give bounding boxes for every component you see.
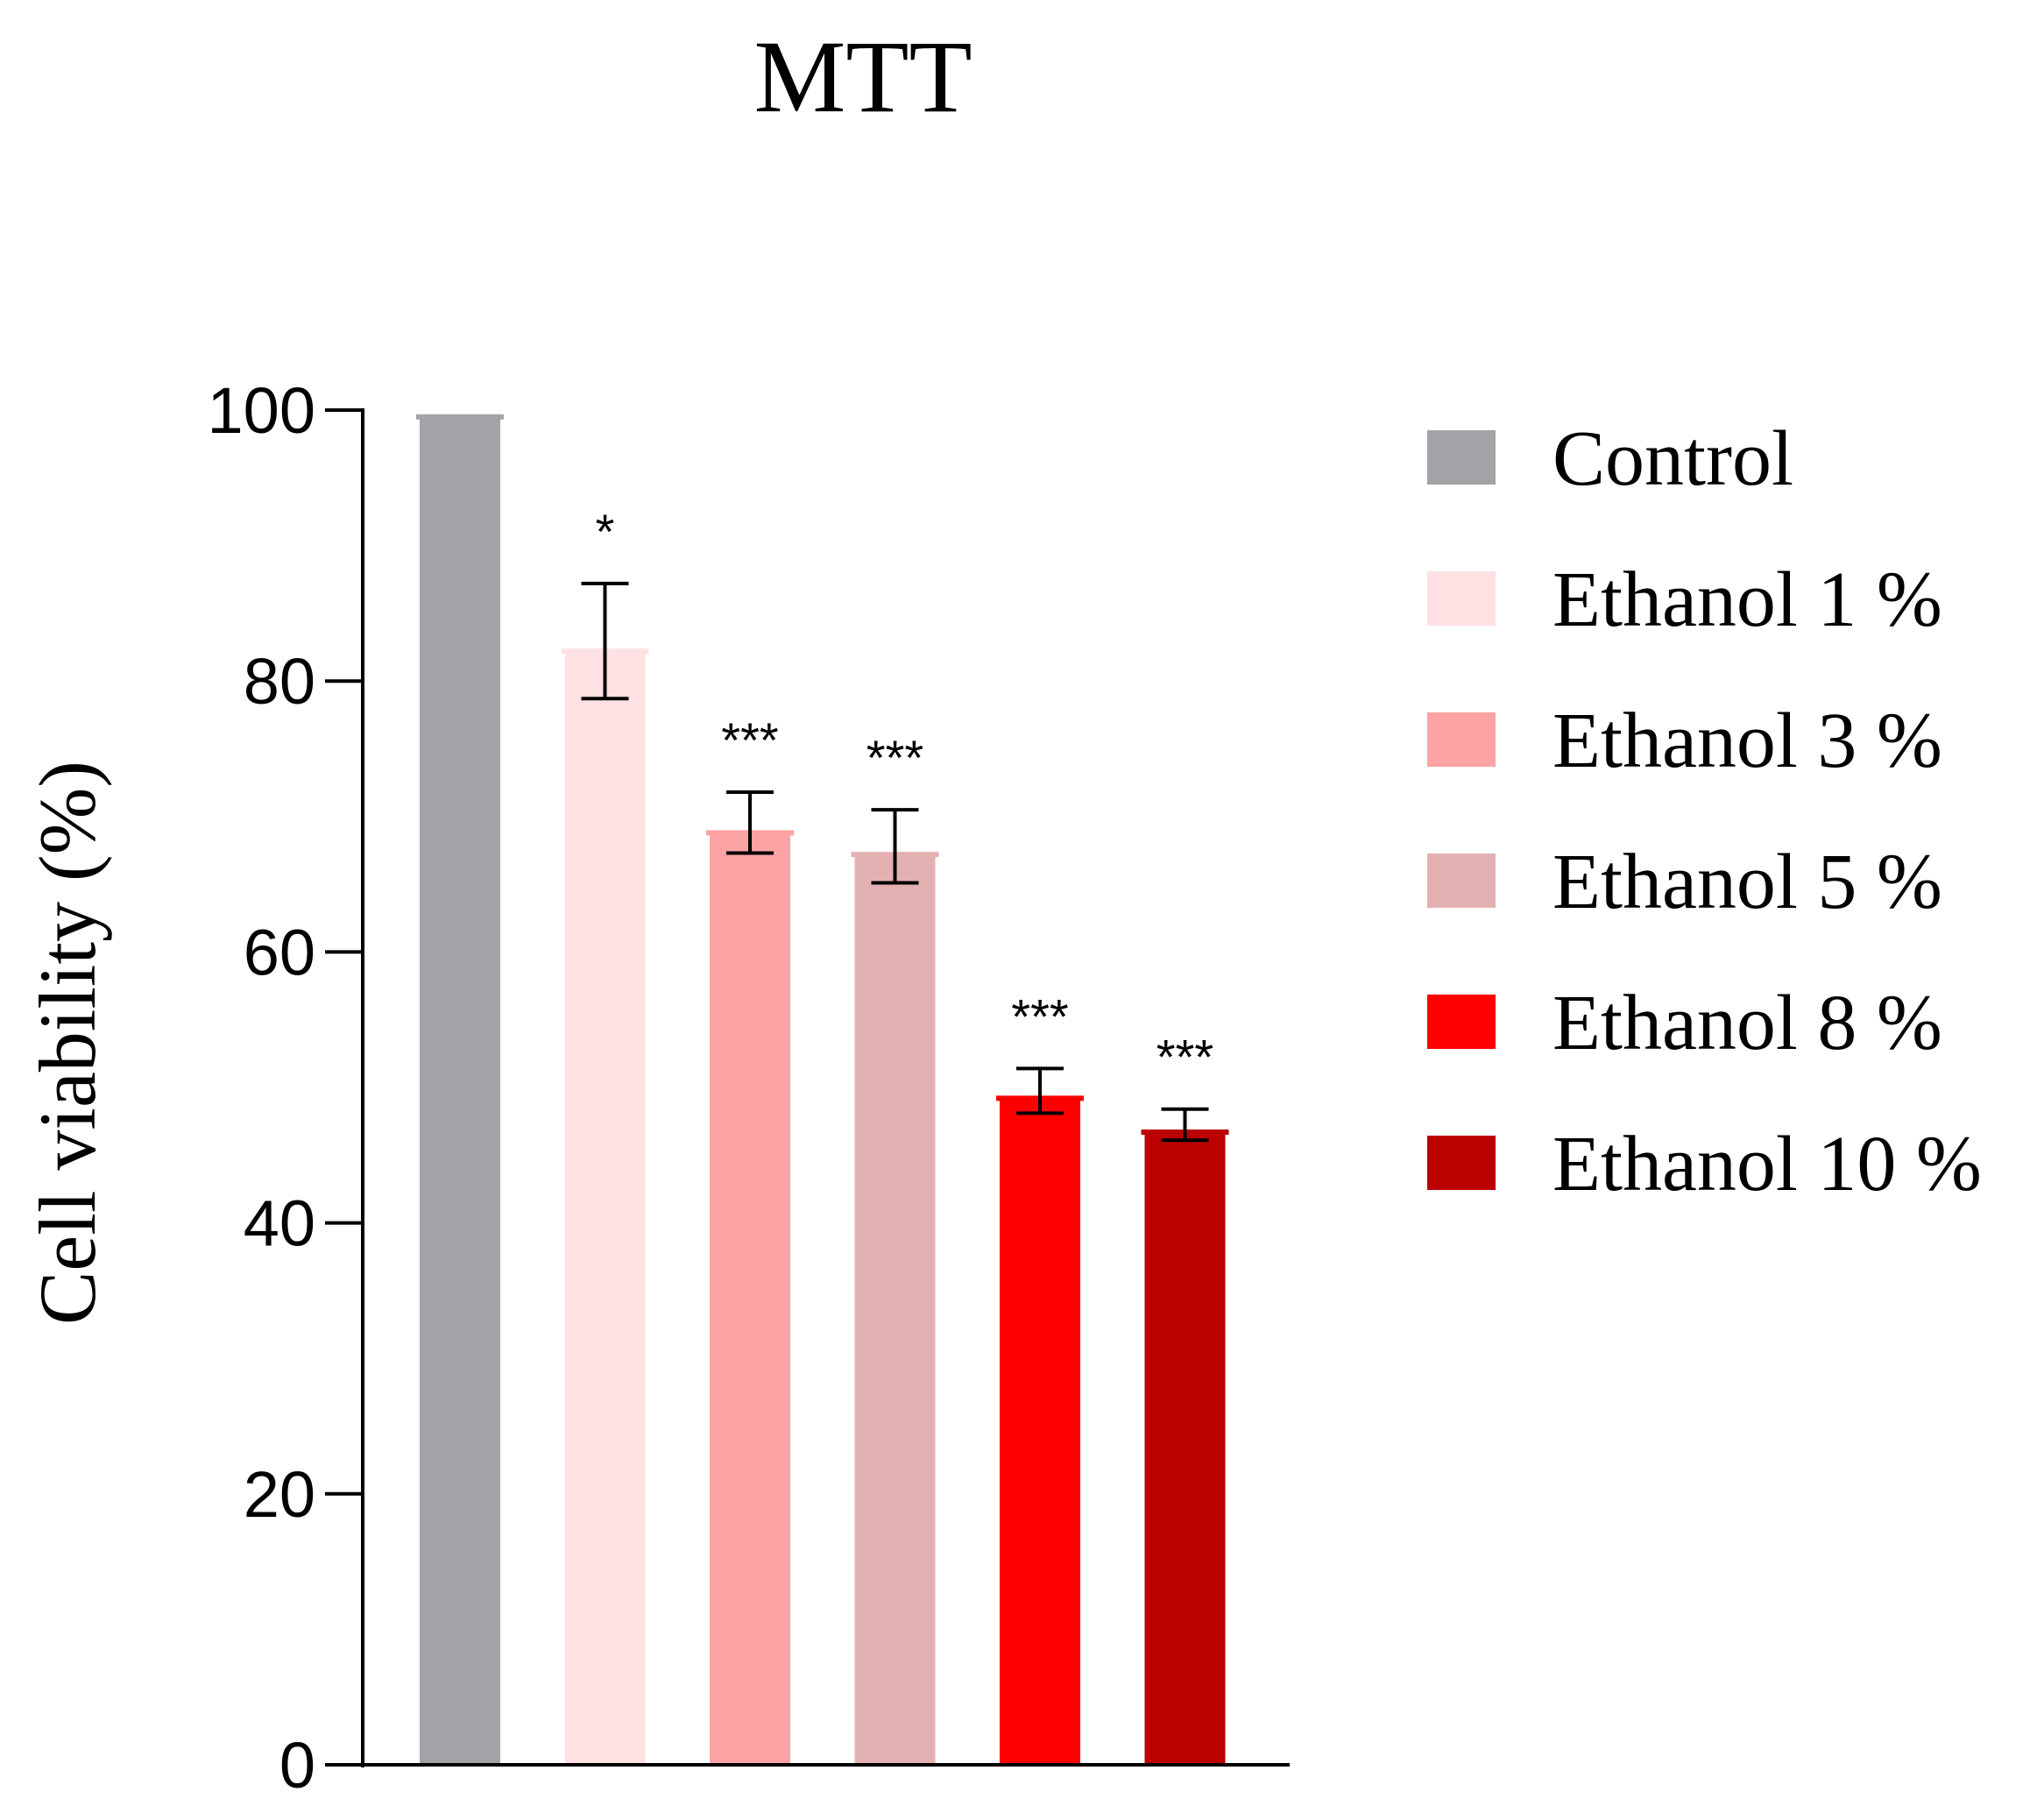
significance-label-3: ***	[721, 712, 778, 768]
bar-5	[1000, 1098, 1080, 1765]
y-tick-label-80: 80	[244, 645, 315, 718]
legend-label-6: Ethanol 10 %	[1553, 1121, 1982, 1207]
legend-swatch-3	[1427, 712, 1496, 767]
y-axis-label: Cell viability (%)	[23, 761, 112, 1325]
legend-swatch-4	[1427, 853, 1496, 908]
legend-swatch-6	[1427, 1136, 1496, 1190]
legend-label-2: Ethanol 1 %	[1553, 556, 1942, 643]
y-tick-label-20: 20	[244, 1458, 315, 1531]
chart-title: MTT	[753, 19, 972, 134]
y-tick-label-100: 100	[208, 374, 315, 447]
axes-layer: 0 20 40 60 80 100	[208, 374, 1290, 1802]
legend-label-3: Ethanol 3 %	[1553, 698, 1942, 784]
bar-3	[710, 832, 790, 1765]
legend-swatch-1	[1427, 430, 1496, 485]
y-tick-label-60: 60	[244, 916, 315, 988]
y-tick-label-40: 40	[244, 1187, 315, 1260]
significance-label-4: ***	[866, 730, 923, 785]
bar-6	[1144, 1132, 1226, 1765]
legend-label-5: Ethanol 8 %	[1553, 980, 1942, 1066]
bar-2	[564, 651, 646, 1765]
legend: Control Ethanol 1 % Ethanol 3 % Ethanol 5 %…	[1427, 415, 1982, 1207]
significance-label-5: ***	[1011, 988, 1068, 1044]
y-tick-label-0: 0	[279, 1729, 315, 1802]
significance-label-6: ***	[1156, 1030, 1213, 1085]
legend-swatch-2	[1427, 571, 1496, 626]
bars-layer: **** *********	[416, 414, 1229, 1766]
significance-label-2: *	[596, 504, 615, 559]
legend-label-4: Ethanol 5 %	[1553, 839, 1942, 925]
bar-4	[854, 854, 936, 1765]
legend-swatch-5	[1427, 995, 1496, 1049]
legend-label-1: Control	[1553, 415, 1793, 502]
bar-1	[420, 416, 500, 1766]
